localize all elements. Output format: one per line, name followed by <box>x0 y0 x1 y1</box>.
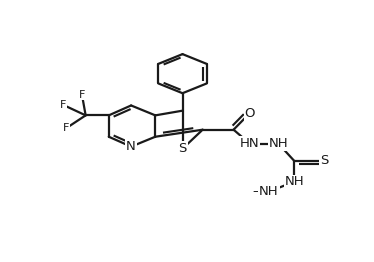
Text: F: F <box>63 123 69 133</box>
Text: N: N <box>126 140 136 153</box>
Text: NH: NH <box>285 175 304 188</box>
Text: S: S <box>178 142 187 155</box>
Text: —: — <box>252 185 265 198</box>
Text: O: O <box>244 107 255 120</box>
Text: NH: NH <box>269 137 288 150</box>
Text: S: S <box>320 155 328 167</box>
Text: HN: HN <box>240 137 260 150</box>
Text: F: F <box>79 90 85 100</box>
Text: F: F <box>60 100 67 110</box>
Text: NH: NH <box>259 185 279 198</box>
